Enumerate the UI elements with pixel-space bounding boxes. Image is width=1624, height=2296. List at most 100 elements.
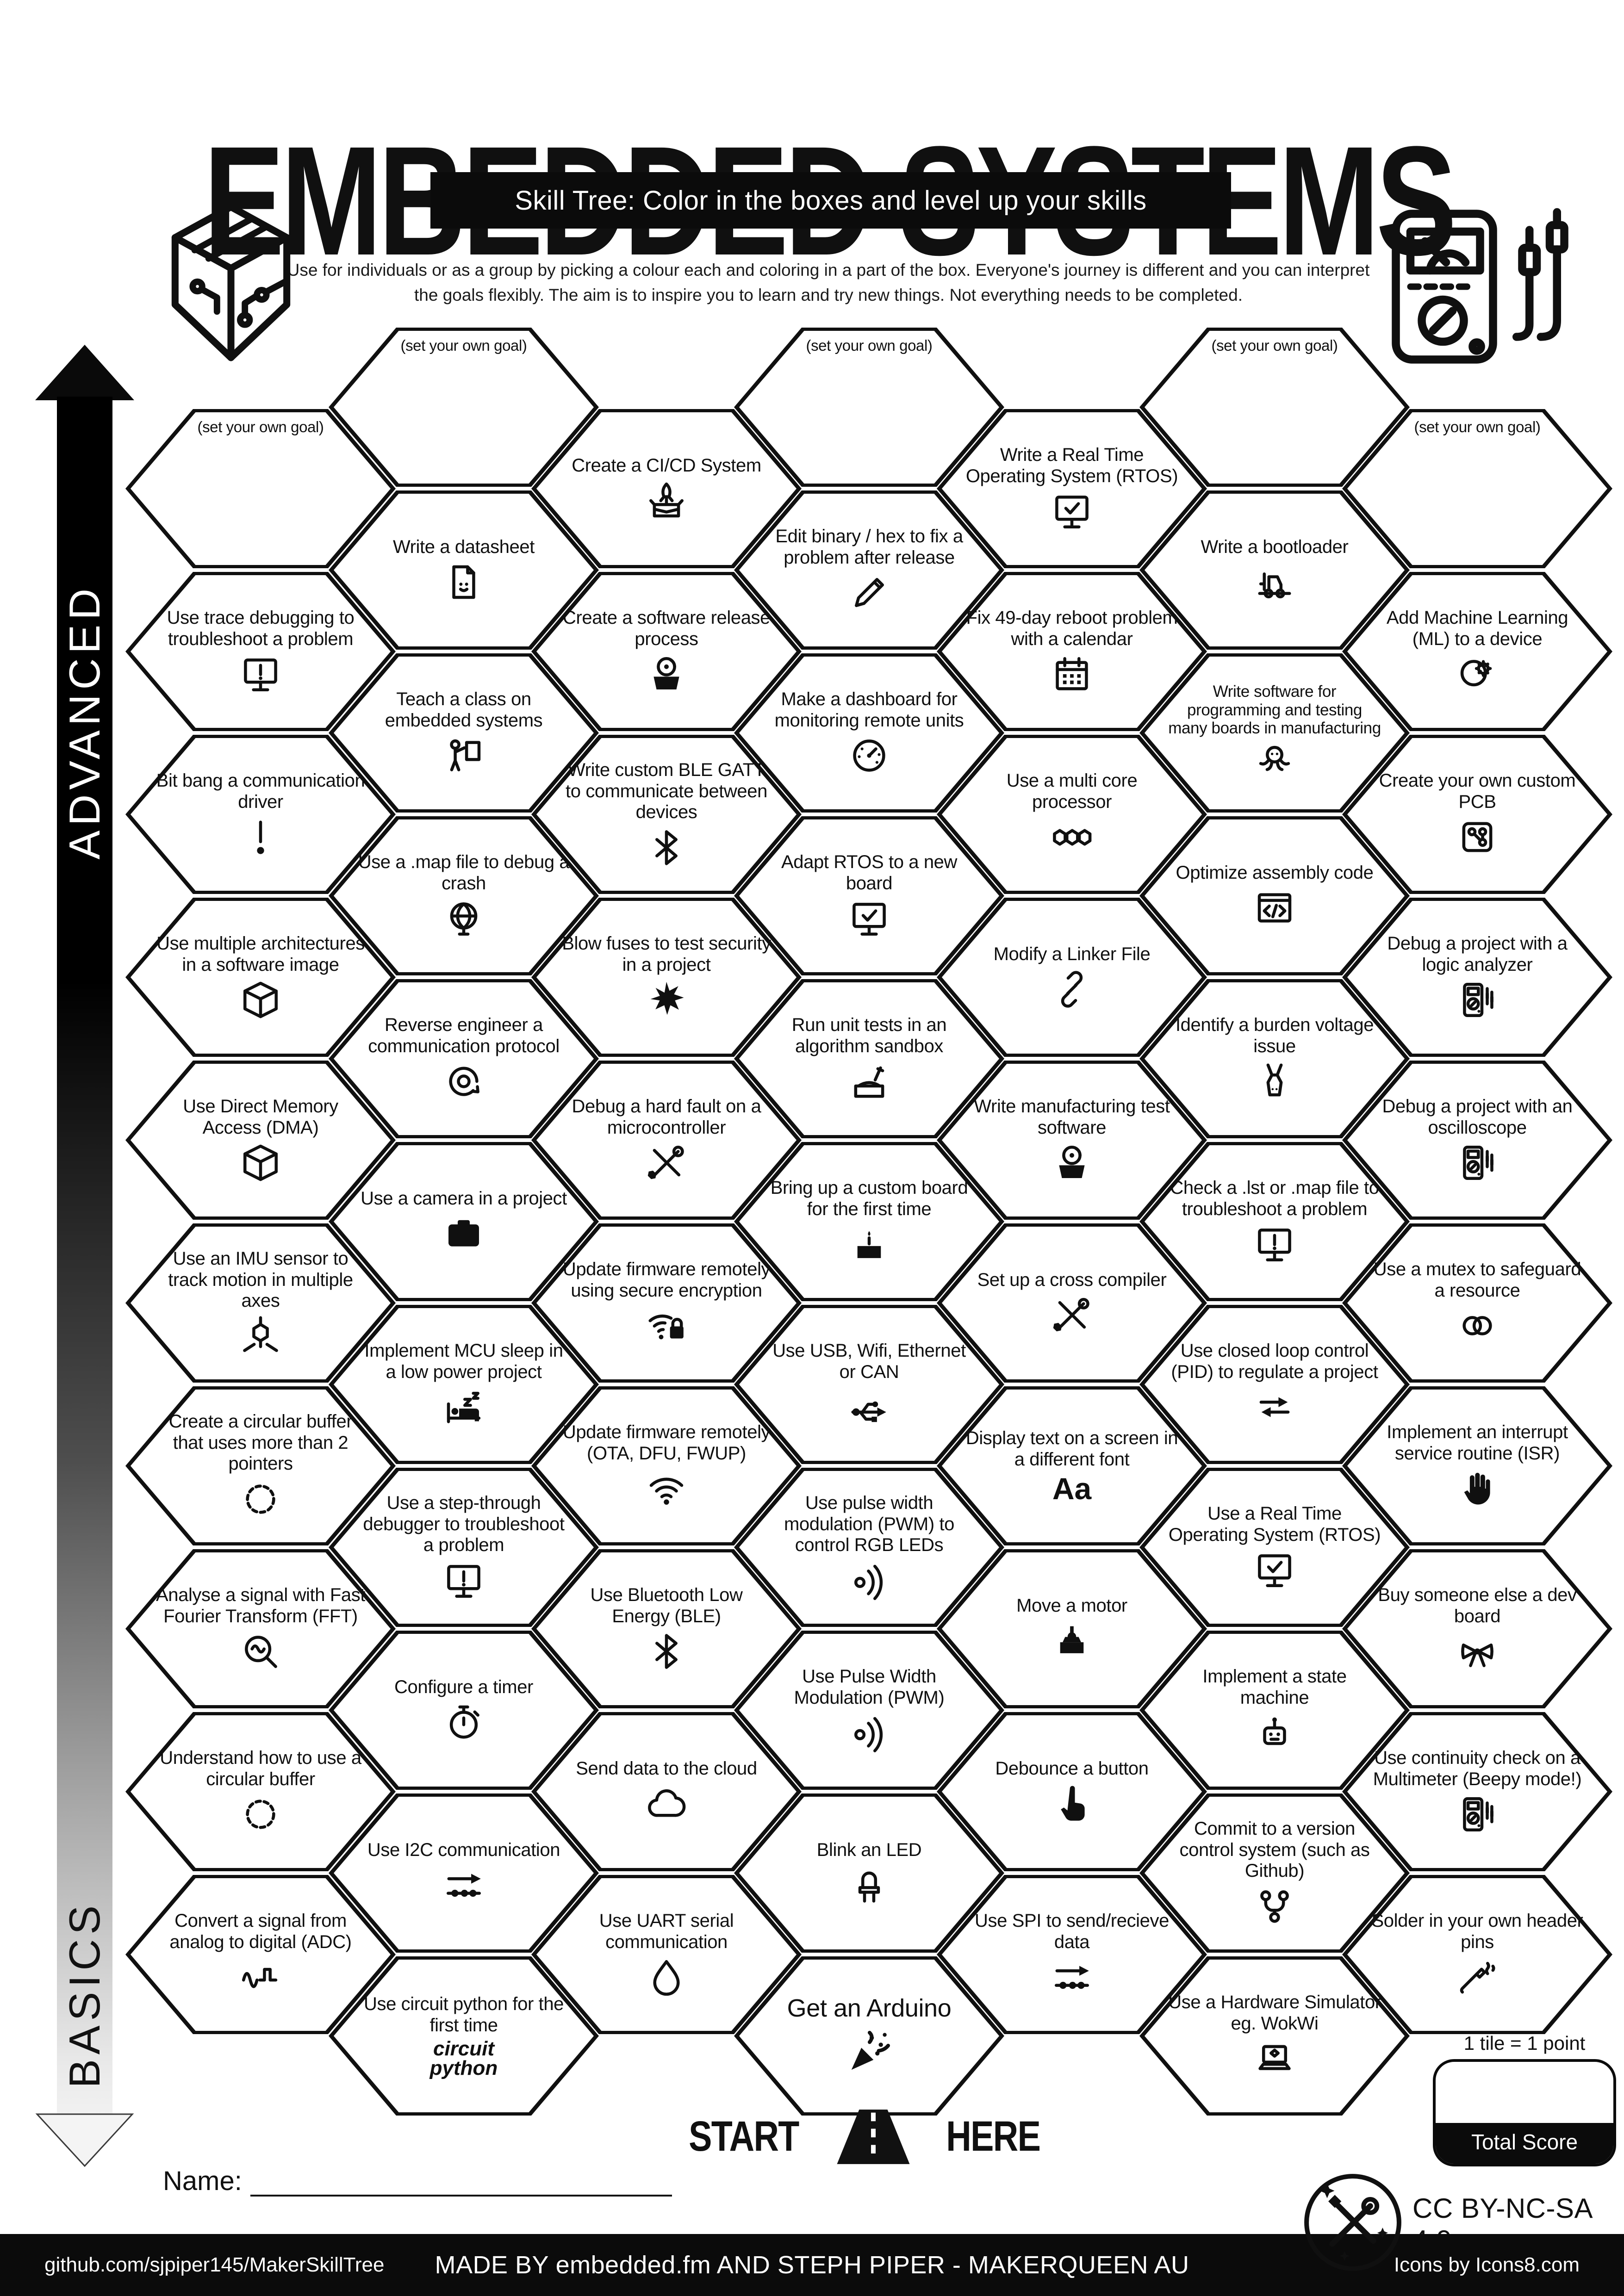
- hex-circular-buffer[interactable]: Understand how to use a circular buffer: [125, 1712, 396, 1871]
- hex-pwm[interactable]: Use Pulse Width Modulation (PWM): [734, 1631, 1004, 1790]
- hex-write-datasheet[interactable]: Write a datasheet: [329, 490, 599, 650]
- hex-continuity-check[interactable]: Use continuity check on a Multimeter (Be…: [1342, 1712, 1612, 1871]
- hex-mutex[interactable]: Use a mutex to safeguard a resource: [1342, 1223, 1612, 1383]
- hex-trace-debugging[interactable]: Use trace debugging to troubleshoot a pr…: [125, 572, 396, 731]
- hex-pid-control[interactable]: Use closed loop control (PID) to regulat…: [1139, 1305, 1410, 1464]
- hex-display-font[interactable]: Display text on a screen in a different …: [937, 1386, 1207, 1545]
- hex-goal-4[interactable]: (set your own goal): [1139, 328, 1410, 487]
- hex-cross-compiler[interactable]: Set up a cross compiler: [937, 1223, 1207, 1383]
- hex-manufacturing-boards-sw[interactable]: Write software for programming and testi…: [1139, 653, 1410, 813]
- hex-multiple-architectures[interactable]: Use multiple architectures in a software…: [125, 898, 396, 1057]
- hex-imu-sensor[interactable]: Use an IMU sensor to track motion in mul…: [125, 1223, 396, 1383]
- hex-adc[interactable]: Convert a signal from analog to digital …: [125, 1875, 396, 2034]
- name-input-line[interactable]: [250, 2168, 672, 2197]
- hex-label: Move a motor: [1016, 1595, 1127, 1616]
- hex-mcu-sleep[interactable]: Implement MCU sleep in a low power proje…: [329, 1305, 599, 1464]
- dashed-ring-icon: [239, 1478, 282, 1520]
- hex-buy-dev-board[interactable]: Buy someone else a dev board: [1342, 1549, 1612, 1708]
- hex-goal-5[interactable]: (set your own goal): [1342, 409, 1612, 568]
- hex-multicore[interactable]: Use a multi core processor: [937, 735, 1207, 894]
- hex-hard-fault[interactable]: Debug a hard fault on a microcontroller: [531, 1061, 802, 1220]
- hex-label: Write a Real Time Operating System (RTOS…: [965, 444, 1178, 486]
- hex-goal-3[interactable]: (set your own goal): [734, 328, 1004, 487]
- hex-content: Use Bluetooth Low Energy (BLE): [560, 1553, 773, 1705]
- hex-goal-2[interactable]: (set your own goal): [329, 328, 599, 487]
- hex-bring-up-board[interactable]: Bring up a custom board for the first ti…: [734, 1142, 1004, 1301]
- hex-lst-map-file[interactable]: Check a .lst or .map file to troubleshoo…: [1139, 1142, 1410, 1301]
- hex-i2c[interactable]: Use I2C communication: [329, 1793, 599, 1953]
- hex-content: Use a Hardware Simulator eg. WokWi: [1168, 1960, 1381, 2112]
- hex-blow-fuses[interactable]: Blow fuses to test security in a project: [531, 898, 802, 1057]
- hex-spi[interactable]: Use SPI to send/recieve data: [937, 1875, 1207, 2034]
- hex-map-file-debug[interactable]: Use a .map file to debug a crash: [329, 816, 599, 975]
- hex-firmware-secure[interactable]: Update firmware remotely using secure en…: [531, 1223, 802, 1383]
- hex-content: Write a datasheet: [357, 494, 570, 646]
- hex-move-motor[interactable]: Move a motor: [937, 1549, 1207, 1708]
- hex-content: Use I2C communication: [357, 1797, 570, 1949]
- hex-burden-voltage[interactable]: Identify a burden voltage issue: [1139, 979, 1410, 1138]
- hex-manufacturing-test-sw[interactable]: Write manufacturing test software: [937, 1061, 1207, 1220]
- circuitpython-logo-icon: circuit python: [429, 2037, 498, 2080]
- hex-content: Debug a project with a logic analyzer: [1371, 901, 1584, 1053]
- hex-configure-timer[interactable]: Configure a timer: [329, 1631, 599, 1790]
- hex-ble-gatt[interactable]: Write custom BLE GATT to communicate bet…: [531, 735, 802, 894]
- hex-oscilloscope[interactable]: Debug a project with an oscilloscope: [1342, 1061, 1612, 1220]
- hex-dma[interactable]: Use Direct Memory Access (DMA): [125, 1061, 396, 1220]
- hex-uart[interactable]: Use UART serial communication: [531, 1875, 802, 2034]
- led-icon: [848, 1864, 890, 1906]
- hex-firmware-ota[interactable]: Update firmware remotely (OTA, DFU, FWUP…: [531, 1386, 802, 1545]
- hex-solder-header-pins[interactable]: Solder in your own header pins: [1342, 1875, 1612, 2034]
- total-score-box[interactable]: Total Score: [1433, 2059, 1616, 2166]
- hex-goal-1[interactable]: (set your own goal): [125, 409, 396, 568]
- hex-content: Buy someone else a dev board: [1371, 1553, 1584, 1705]
- hex-adapt-rtos[interactable]: Adapt RTOS to a new board: [734, 816, 1004, 975]
- hex-content: Blow fuses to test security in a project: [560, 901, 773, 1053]
- hex-fill: [942, 738, 1202, 891]
- footer-repo-link[interactable]: github.com/sjpiper145/MakerSkillTree: [44, 2253, 385, 2276]
- hex-optimize-assembly[interactable]: Optimize assembly code: [1139, 816, 1410, 975]
- hex-cloud-data[interactable]: Send data to the cloud: [531, 1712, 802, 1871]
- hex-circuit-python[interactable]: Use circuit python for the first time cir…: [329, 1956, 599, 2116]
- hex-debounce-button[interactable]: Debounce a button: [937, 1712, 1207, 1871]
- imu-axes-icon: [239, 1315, 282, 1358]
- hex-pwm-rgb[interactable]: Use pulse width modulation (PWM) to cont…: [734, 1468, 1004, 1627]
- hex-write-rtos[interactable]: Write a Real Time Operating System (RTOS…: [937, 409, 1207, 568]
- hex-bit-bang-driver[interactable]: Bit bang a communication driver: [125, 735, 396, 894]
- hex-content: Use multiple architectures in a software…: [154, 901, 367, 1053]
- footer-bar: github.com/sjpiper145/MakerSkillTree MAD…: [0, 2234, 1624, 2296]
- hex-use-rtos[interactable]: Use a Real Time Operating System (RTOS): [1139, 1468, 1410, 1627]
- hex-version-control[interactable]: Commit to a version control system (such…: [1139, 1793, 1410, 1953]
- score-entry-area[interactable]: [1436, 2062, 1613, 2123]
- hex-get-arduino[interactable]: Get an Arduino: [734, 1956, 1004, 2116]
- hex-teach-class[interactable]: Teach a class on embedded systems: [329, 653, 599, 813]
- hex-fill: [942, 412, 1202, 565]
- hex-step-through-debugger[interactable]: Use a step-through debugger to troublesh…: [329, 1468, 599, 1627]
- hex-fft[interactable]: Analyse a signal with Fast Fourier Trans…: [125, 1549, 396, 1708]
- hex-cicd[interactable]: Create a CI/CD System: [531, 409, 802, 568]
- hex-logic-analyzer[interactable]: Debug a project with a logic analyzer: [1342, 898, 1612, 1057]
- hex-dashboard[interactable]: Make a dashboard for monitoring remote u…: [734, 653, 1004, 813]
- hex-label: Identify a burden voltage issue: [1175, 1014, 1374, 1056]
- hex-reverse-engineer[interactable]: Reverse engineer a communication protoco…: [329, 979, 599, 1138]
- hex-content: Send data to the cloud: [560, 1716, 773, 1868]
- hex-custom-pcb[interactable]: Create your own custom PCB: [1342, 735, 1612, 894]
- hex-isr[interactable]: Implement an interrupt service routine (…: [1342, 1386, 1612, 1545]
- hex-content: Understand how to use a circular buffer: [154, 1716, 367, 1868]
- hex-label: Use multiple architectures in a software…: [156, 933, 365, 975]
- hex-blink-led[interactable]: Blink an LED: [734, 1793, 1004, 1953]
- hex-bootloader[interactable]: Write a bootloader: [1139, 490, 1410, 650]
- hex-49-day-reboot[interactable]: Fix 49-day reboot problem with a calenda…: [937, 572, 1207, 731]
- hex-camera-project[interactable]: Use a camera in a project: [329, 1142, 599, 1301]
- hex-unit-tests[interactable]: Run unit tests in an algorithm sandbox: [734, 979, 1004, 1138]
- hex-machine-learning[interactable]: Add Machine Learning (ML) to a device: [1342, 572, 1612, 731]
- hex-state-machine[interactable]: Implement a state machine: [1139, 1631, 1410, 1790]
- hex-edit-binary[interactable]: Edit binary / hex to fix a problem after…: [734, 490, 1004, 650]
- hex-usb-wifi-ethernet-can[interactable]: Use USB, Wifi, Ethernet or CAN: [734, 1305, 1004, 1464]
- hex-circular-buffer-pointers[interactable]: Create a circular buffer that uses more …: [125, 1386, 396, 1545]
- hex-content: Modify a Linker File: [965, 901, 1178, 1053]
- total-score-label: Total Score: [1436, 2123, 1613, 2164]
- hex-release-process[interactable]: Create a software release process: [531, 572, 802, 731]
- hex-ble[interactable]: Use Bluetooth Low Energy (BLE): [531, 1549, 802, 1708]
- hex-hardware-simulator[interactable]: Use a Hardware Simulator eg. WokWi: [1139, 1956, 1410, 2116]
- hex-linker-file[interactable]: Modify a Linker File: [937, 898, 1207, 1057]
